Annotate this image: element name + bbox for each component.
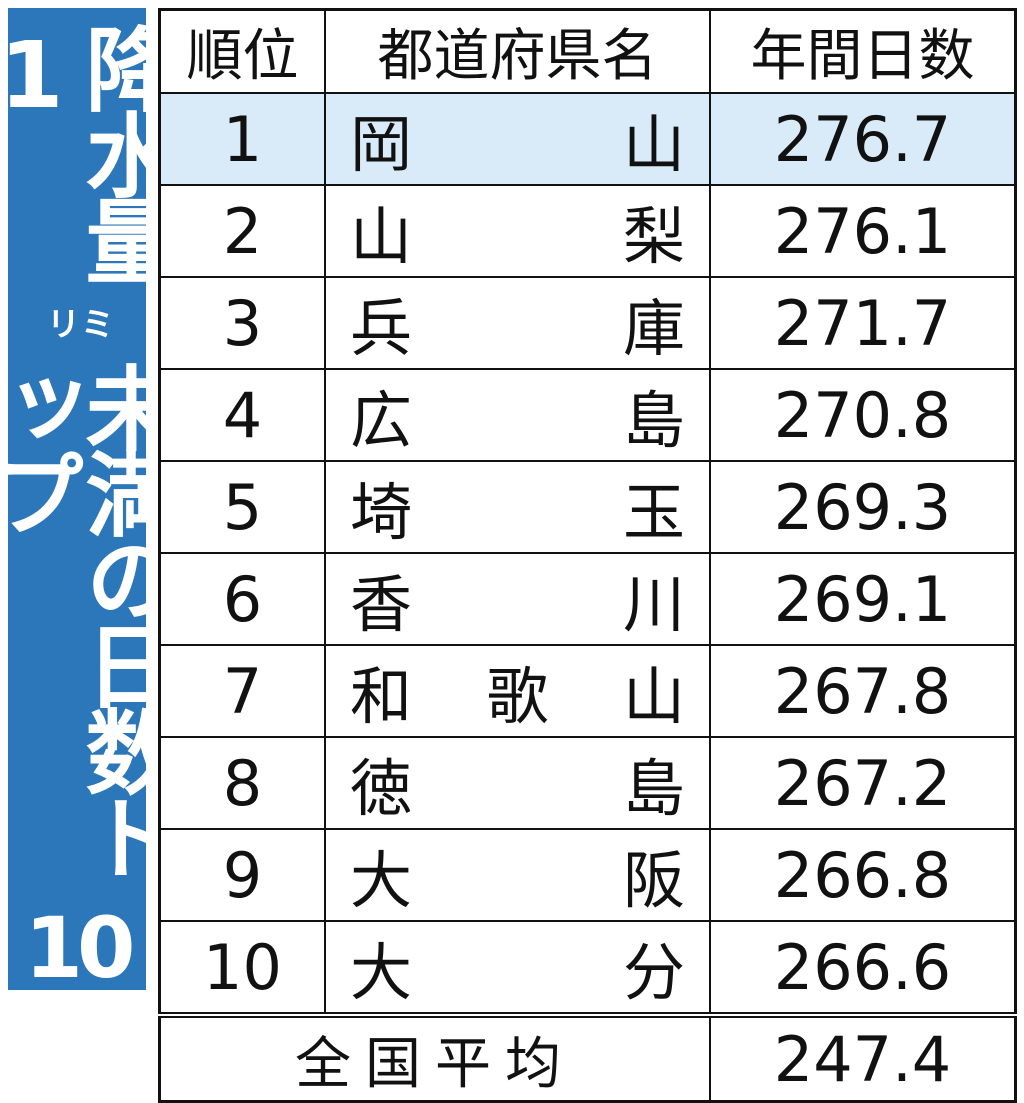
prefecture-cell: 埼玉 (324, 460, 711, 554)
rank-cell: 5 (158, 460, 326, 554)
prefecture-cell: 和歌山 (324, 644, 711, 738)
table-row: 3 兵庫 271.7 (158, 276, 1017, 370)
prefecture-cell: 兵庫 (324, 276, 711, 370)
table-row: 1 岡山 276.7 (158, 92, 1017, 186)
days-cell: 266.6 (709, 920, 1017, 1016)
prefecture-cell: 大阪 (324, 828, 711, 922)
average-value: 247.4 (709, 1012, 1017, 1103)
prefecture-cell: 広島 (324, 368, 711, 462)
table-row: 6 香川 269.1 (158, 552, 1017, 646)
header-prefecture: 都道府県名 (324, 8, 711, 94)
days-cell: 269.3 (709, 460, 1017, 554)
prefecture-cell: 香川 (324, 552, 711, 646)
average-row: 全国平均 247.4 (158, 1012, 1017, 1103)
prefecture-cell: 大分 (324, 920, 711, 1016)
header-days: 年間日数 (709, 8, 1017, 94)
ranking-table: 順位 都道府県名 年間日数 1 岡山 276.7 2 山梨 276.1 3 兵庫 271.7 4 広… (158, 8, 1017, 1103)
days-cell: 276.1 (709, 184, 1017, 278)
days-cell: 271.7 (709, 276, 1017, 370)
title-part1: 降水量1 (0, 22, 177, 280)
title-unit: ミリ (40, 306, 114, 341)
rank-cell: 8 (158, 736, 326, 830)
table-row: 8 徳島 267.2 (158, 736, 1017, 830)
prefecture-cell: 岡山 (324, 92, 711, 186)
table-row: 9 大阪 266.8 (158, 828, 1017, 922)
table-row: 4 広島 270.8 (158, 368, 1017, 462)
rank-cell: 1 (158, 92, 326, 186)
rank-cell: 4 (158, 368, 326, 462)
rank-cell: 9 (158, 828, 326, 922)
days-cell: 276.7 (709, 92, 1017, 186)
days-cell: 267.8 (709, 644, 1017, 738)
rank-cell: 2 (158, 184, 326, 278)
title-part2: 未満の日数トップ (0, 361, 177, 878)
rank-cell: 6 (158, 552, 326, 646)
title-banner: 降水量1 ミリ 未満の日数トップ 10 (0, 8, 177, 997)
title-part3: 10 (24, 899, 136, 997)
header-rank: 順位 (158, 8, 326, 94)
days-cell: 269.1 (709, 552, 1017, 646)
prefecture-cell: 山梨 (324, 184, 711, 278)
header-row: 順位 都道府県名 年間日数 (158, 8, 1017, 94)
table-row: 5 埼玉 269.3 (158, 460, 1017, 554)
table-row: 10 大分 266.6 (158, 920, 1017, 1016)
days-cell: 270.8 (709, 368, 1017, 462)
table-row: 2 山梨 276.1 (158, 184, 1017, 278)
rank-cell: 7 (158, 644, 326, 738)
days-cell: 267.2 (709, 736, 1017, 830)
rank-cell: 10 (158, 920, 326, 1016)
prefecture-cell: 徳島 (324, 736, 711, 830)
table-row: 7 和歌山 267.8 (158, 644, 1017, 738)
rank-cell: 3 (158, 276, 326, 370)
days-cell: 266.8 (709, 828, 1017, 922)
average-label: 全国平均 (158, 1012, 711, 1103)
